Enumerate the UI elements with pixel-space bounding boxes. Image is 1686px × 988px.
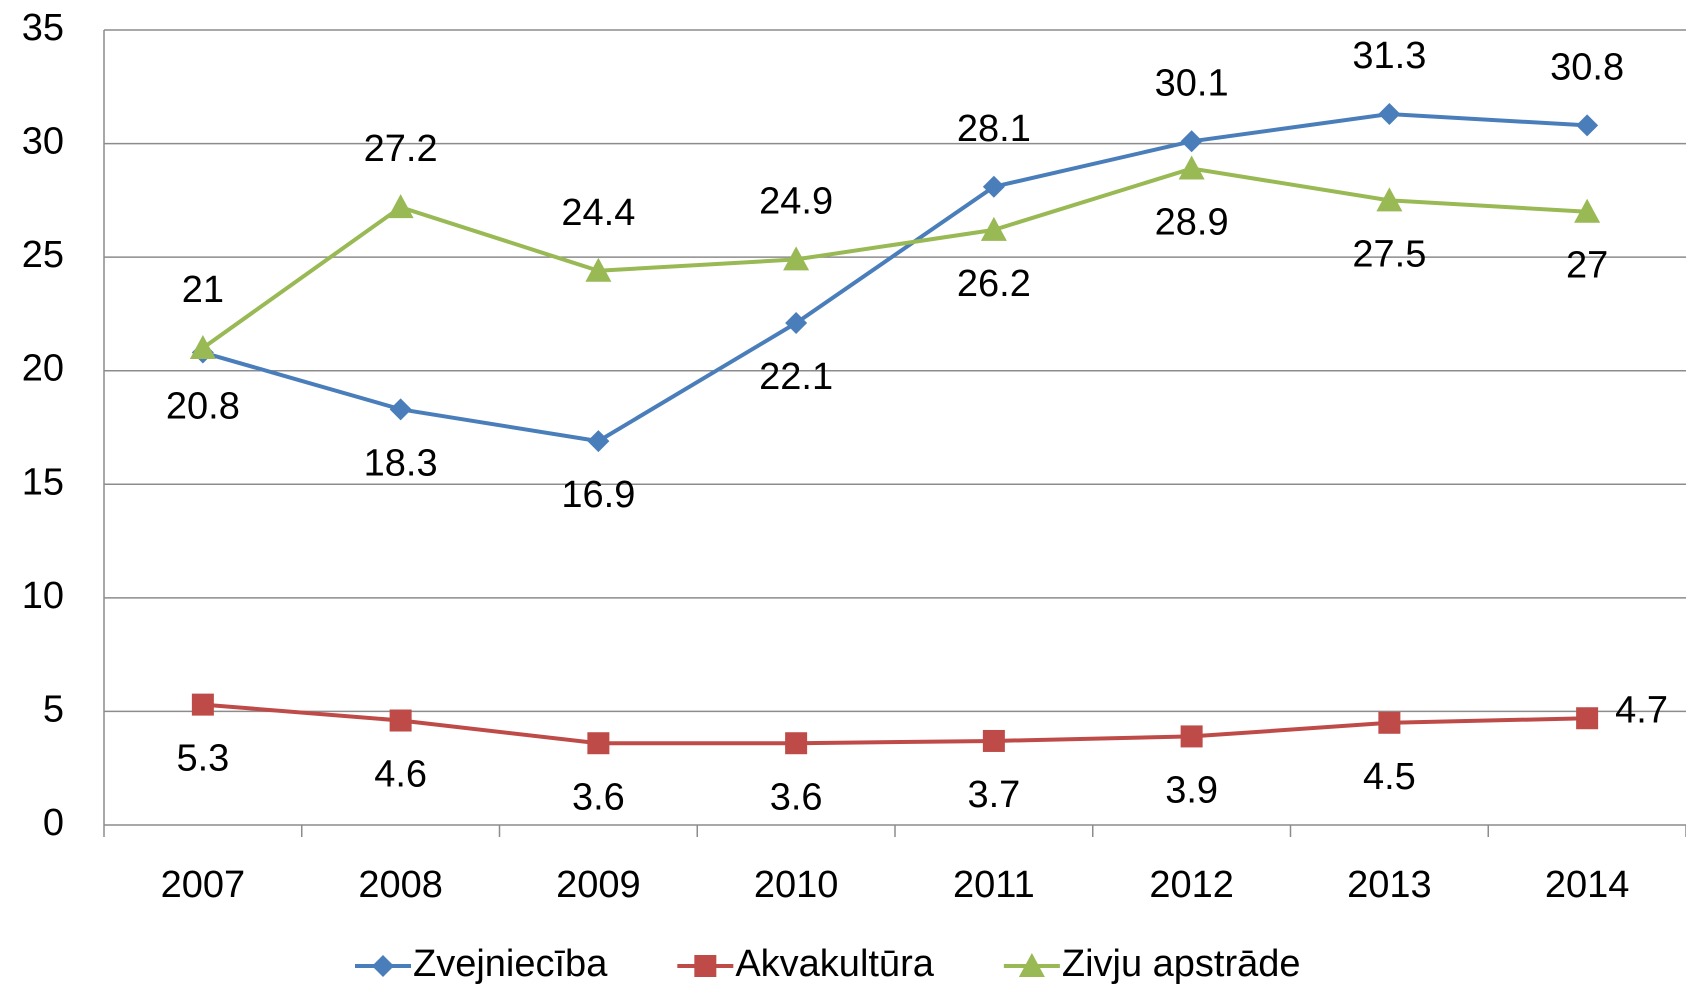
legend-label: Akvakultūra xyxy=(735,943,934,985)
data-label: 3.6 xyxy=(572,776,625,818)
marker xyxy=(1180,130,1203,153)
marker xyxy=(372,955,394,977)
data-label: 4.7 xyxy=(1615,689,1668,731)
data-label: 4.6 xyxy=(374,754,427,796)
marker xyxy=(785,312,808,335)
data-label: 26.2 xyxy=(957,263,1031,305)
x-tick-label: 2007 xyxy=(161,864,246,906)
marker xyxy=(389,398,412,421)
legend-label: Zivju apstrāde xyxy=(1062,943,1301,985)
data-label: 22.1 xyxy=(759,356,833,398)
data-label: 31.3 xyxy=(1352,35,1426,77)
marker xyxy=(980,216,1007,241)
data-label: 3.7 xyxy=(967,774,1020,816)
x-tick-label: 2014 xyxy=(1545,864,1630,906)
data-label: 24.9 xyxy=(759,180,833,222)
y-tick-label: 30 xyxy=(22,121,64,163)
x-tick-label: 2012 xyxy=(1149,864,1234,906)
data-label: 24.4 xyxy=(561,192,635,234)
marker xyxy=(1018,953,1045,977)
y-tick-label: 10 xyxy=(22,575,64,617)
data-label: 21 xyxy=(182,269,224,311)
marker xyxy=(1180,725,1203,748)
data-label: 30.8 xyxy=(1550,46,1624,88)
y-tick-label: 15 xyxy=(22,461,64,503)
marker xyxy=(1576,707,1599,730)
y-tick-label: 20 xyxy=(22,348,64,390)
marker xyxy=(389,709,412,732)
marker xyxy=(1178,155,1205,180)
data-label: 18.3 xyxy=(364,442,438,484)
y-tick-label: 5 xyxy=(43,688,64,730)
y-tick-label: 0 xyxy=(43,802,64,844)
marker xyxy=(982,175,1005,198)
line-series xyxy=(202,702,1588,746)
marker xyxy=(1574,198,1601,223)
marker xyxy=(1378,103,1401,126)
x-tick-label: 2011 xyxy=(953,864,1035,906)
marker xyxy=(587,732,610,755)
marker xyxy=(189,335,216,359)
marker xyxy=(191,693,214,716)
marker xyxy=(1376,187,1403,212)
data-label: 27 xyxy=(1566,245,1608,287)
legend-label: Zvejniecība xyxy=(413,943,608,985)
marker xyxy=(783,246,810,271)
line-series xyxy=(202,112,1588,444)
data-label: 5.3 xyxy=(176,738,229,780)
x-tick-label: 2009 xyxy=(556,864,641,906)
x-tick-label: 2008 xyxy=(358,864,443,906)
data-label: 4.5 xyxy=(1363,756,1416,798)
line-series xyxy=(201,166,1588,350)
marker xyxy=(785,732,808,755)
data-label: 27.5 xyxy=(1352,233,1426,275)
marker xyxy=(1378,711,1401,734)
y-tick-label: 25 xyxy=(22,234,64,276)
marker xyxy=(694,955,717,977)
data-label: 28.9 xyxy=(1155,202,1229,244)
x-tick-label: 2010 xyxy=(754,864,839,906)
marker xyxy=(585,257,612,282)
data-label: 3.6 xyxy=(770,776,823,818)
marker xyxy=(982,729,1005,752)
data-label: 16.9 xyxy=(561,474,635,516)
y-tick-label: 35 xyxy=(22,7,64,49)
data-label: 28.1 xyxy=(957,108,1031,150)
marker xyxy=(1576,114,1599,137)
x-tick-label: 2013 xyxy=(1347,864,1432,906)
data-label: 27.2 xyxy=(364,128,438,170)
data-label: 20.8 xyxy=(166,386,240,428)
marker xyxy=(587,430,610,453)
data-label: 30.1 xyxy=(1155,62,1229,104)
marker xyxy=(387,194,414,219)
data-label: 3.9 xyxy=(1165,769,1218,811)
